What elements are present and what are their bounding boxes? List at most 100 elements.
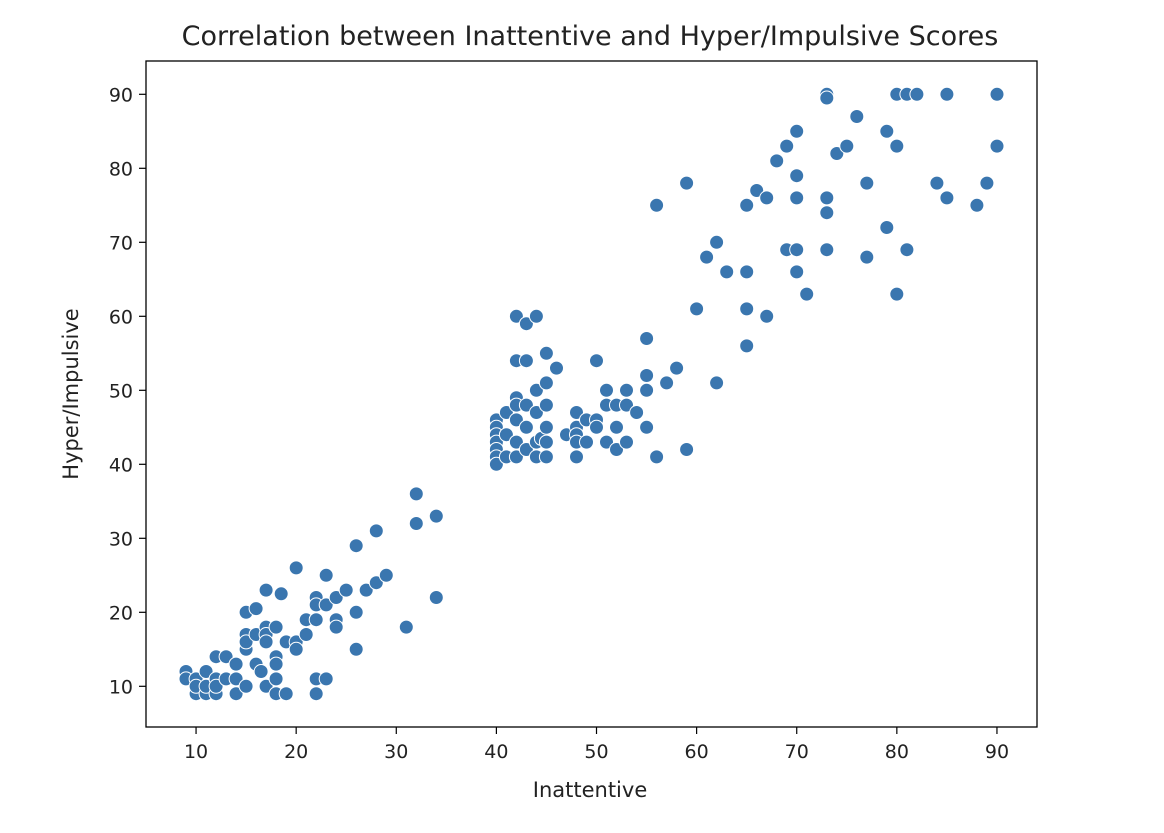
- data-point: [939, 190, 955, 206]
- data-point: [268, 656, 284, 672]
- data-point: [609, 442, 624, 457]
- y-tick-label: 60: [109, 306, 133, 328]
- data-point: [549, 360, 564, 376]
- data-point: [268, 671, 284, 687]
- data-point: [348, 641, 364, 657]
- y-tick-label: 90: [109, 84, 133, 106]
- data-point: [308, 612, 324, 628]
- x-tick-label: 10: [184, 741, 208, 763]
- data-point: [238, 678, 254, 694]
- data-point: [929, 175, 945, 191]
- data-point: [669, 360, 685, 376]
- data-point: [839, 138, 855, 154]
- data-point: [599, 382, 614, 398]
- data-point: [318, 567, 334, 583]
- data-point: [368, 523, 384, 539]
- data-point: [268, 619, 284, 635]
- data-point: [639, 419, 655, 435]
- data-point: [989, 86, 1005, 102]
- data-point: [849, 109, 865, 124]
- data-point: [508, 308, 524, 324]
- data-point: [819, 190, 835, 206]
- data-point: [278, 686, 294, 702]
- data-point: [508, 434, 524, 450]
- x-tick-label: 40: [484, 741, 508, 763]
- data-point: [538, 345, 554, 361]
- data-point: [779, 138, 795, 154]
- data-point: [739, 264, 755, 280]
- data-point: [318, 597, 334, 613]
- data-point: [248, 601, 264, 617]
- data-point: [318, 671, 334, 687]
- plot-frame: [145, 60, 1038, 728]
- data-point: [488, 456, 504, 472]
- data-point: [589, 419, 604, 435]
- data-point: [228, 671, 244, 687]
- data-point: [518, 397, 534, 413]
- data-point: [819, 205, 835, 221]
- y-tick-label: 10: [109, 676, 133, 698]
- data-point: [218, 649, 234, 665]
- data-point: [508, 449, 524, 465]
- data-point: [739, 338, 755, 354]
- data-point: [649, 449, 665, 465]
- y-tick-label: 30: [109, 528, 133, 550]
- data-point: [273, 586, 289, 602]
- x-axis-ticks: 10 20 30 40 50 60 70 80 90: [184, 727, 1009, 763]
- x-tick-label: 60: [685, 741, 709, 763]
- data-point: [789, 123, 805, 139]
- data-point: [879, 123, 895, 139]
- x-tick-label: 90: [985, 741, 1009, 763]
- data-point: [619, 434, 634, 450]
- data-point: [228, 656, 244, 672]
- data-point: [518, 316, 534, 332]
- x-tick-label: 70: [785, 741, 809, 763]
- y-axis-label: Hyper/Impulsive: [59, 308, 83, 479]
- data-point: [759, 308, 775, 324]
- x-tick-label: 50: [584, 741, 608, 763]
- points-layer: [178, 86, 1005, 702]
- data-point: [368, 575, 384, 591]
- data-point: [208, 678, 224, 694]
- x-tick-label: 30: [384, 741, 408, 763]
- data-point: [538, 375, 554, 391]
- data-point: [518, 353, 534, 369]
- data-point: [428, 508, 444, 524]
- data-point: [879, 220, 895, 235]
- data-point: [909, 86, 925, 102]
- data-point: [709, 234, 725, 250]
- data-point: [398, 619, 414, 635]
- data-point: [899, 242, 915, 258]
- data-point: [348, 538, 364, 554]
- y-tick-label: 70: [109, 232, 133, 254]
- data-point: [969, 197, 985, 213]
- data-point: [599, 434, 614, 450]
- data-point: [619, 382, 634, 398]
- data-point: [428, 590, 444, 605]
- data-point: [889, 138, 905, 154]
- data-point: [619, 397, 634, 413]
- data-point: [579, 434, 594, 450]
- data-point: [639, 382, 655, 398]
- data-point: [408, 486, 424, 502]
- data-point: [819, 90, 835, 106]
- data-point: [508, 412, 524, 428]
- data-point: [538, 434, 554, 450]
- data-point: [378, 567, 394, 583]
- data-point: [538, 449, 554, 465]
- data-point: [569, 449, 584, 465]
- data-point: [348, 604, 364, 620]
- data-point: [288, 641, 304, 657]
- data-point: [498, 405, 514, 420]
- data-point: [939, 86, 955, 102]
- data-point: [859, 249, 875, 265]
- x-tick-label: 80: [885, 741, 909, 763]
- data-point: [739, 301, 755, 317]
- y-tick-label: 50: [109, 380, 133, 402]
- y-tick-label: 20: [109, 602, 133, 624]
- data-point: [789, 190, 805, 206]
- y-tick-label: 40: [109, 454, 133, 476]
- data-point: [528, 405, 544, 420]
- data-point: [258, 678, 274, 694]
